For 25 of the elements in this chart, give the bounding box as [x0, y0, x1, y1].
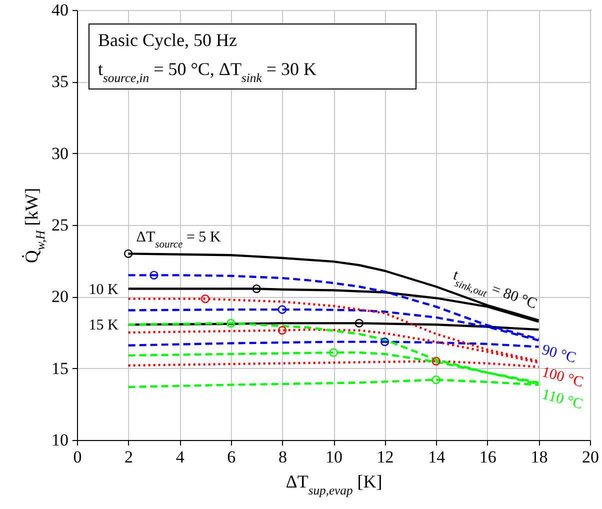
y-tick-label: 10: [52, 430, 68, 450]
y-tick-label: 40: [52, 0, 68, 20]
x-tick-label: 4: [176, 448, 185, 466]
x-tick-label: 14: [428, 448, 446, 466]
x-tick-label: 10: [326, 448, 342, 466]
x-tick-label: 2: [124, 448, 134, 466]
x-tick-label: 12: [376, 448, 394, 466]
x-tick-label: 6: [227, 448, 236, 466]
x-tick-label: 8: [278, 448, 287, 466]
y-tick-label: 30: [52, 144, 68, 163]
x-tick-label: 20: [582, 448, 599, 466]
x-tick-label: 18: [530, 448, 548, 466]
annotation: 90 °C: [540, 342, 578, 367]
annotation: 15 K: [88, 318, 118, 334]
annotation: Basic Cycle, 50 Hz: [98, 30, 237, 50]
annotation: ΔT$_{source}$ = 5 K: [136, 230, 221, 250]
y-tick-label: 35: [52, 72, 68, 92]
x-tick-label: 16: [479, 448, 496, 466]
y-tick-label: 15: [52, 358, 68, 378]
y-tick-label: 20: [52, 287, 68, 306]
annotation: 10 K: [88, 282, 118, 298]
y-tick-label: 25: [52, 216, 68, 234]
x-axis-title: ΔT$_{sup,evap}$ [K]: [286, 472, 382, 498]
x-tick-label: 0: [73, 448, 82, 466]
annotation: t$_{source,in}$ = 50 °C, ΔT$_{sink}$ = 30 K: [98, 59, 316, 85]
